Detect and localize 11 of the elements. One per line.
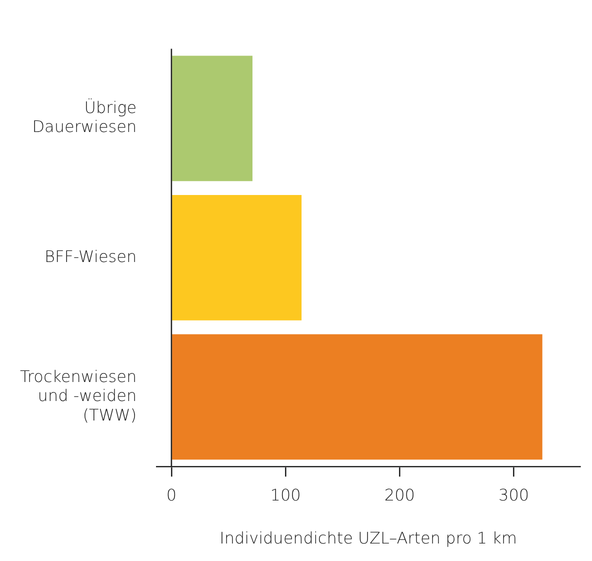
bar (172, 56, 252, 182)
y-tick-label: Übrige Dauerwiesen (32, 98, 137, 136)
x-tick-label: 300 (498, 485, 530, 504)
x-tick-label: 100 (270, 485, 301, 504)
x-tick-label: 0 (166, 485, 177, 504)
bar (172, 334, 542, 460)
x-tick-label: 200 (384, 485, 415, 504)
bar (172, 195, 302, 320)
y-tick-label: Trockenwiesen und -weiden (TWW) (20, 366, 137, 424)
y-tick-label: BFF-Wiesen (44, 246, 137, 266)
x-axis-title: Individuendichte UZL–Arten pro 1 km (220, 528, 517, 548)
